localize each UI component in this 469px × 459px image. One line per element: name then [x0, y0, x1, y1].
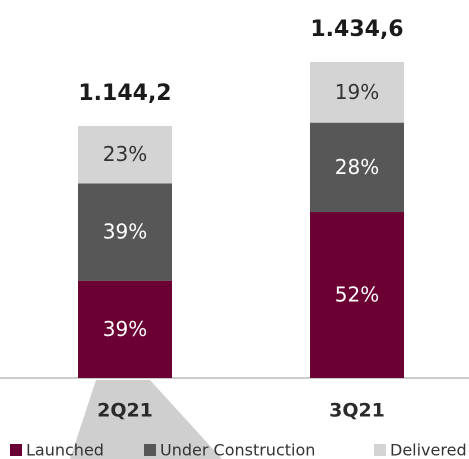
- legend-label: Under Construction: [160, 441, 315, 459]
- x-tick-label: 2Q21: [97, 400, 153, 422]
- segment-label: 28%: [335, 155, 379, 179]
- segment-label: 39%: [103, 220, 147, 244]
- legend-label: Delivered: [390, 441, 467, 459]
- bar-segment: [310, 212, 404, 378]
- bar-segment: [78, 183, 172, 281]
- bar-segment: [310, 62, 404, 123]
- bar-segment: [78, 280, 172, 378]
- bar-segment: [310, 122, 404, 213]
- legend-swatch: [10, 444, 22, 456]
- total-label: 1.144,2: [78, 81, 171, 106]
- segment-label: 39%: [103, 317, 147, 341]
- total-label: 1.434,6: [310, 17, 403, 42]
- selection-highlight: [70, 380, 222, 459]
- bar-segment: [78, 125, 172, 184]
- segment-label: 52%: [335, 283, 379, 307]
- legend-swatch: [374, 444, 386, 456]
- segment-label: 23%: [103, 142, 147, 166]
- x-tick-label: 3Q21: [329, 400, 385, 422]
- legend-swatch: [144, 444, 156, 456]
- segment-label: 19%: [335, 80, 379, 104]
- legend-label: Launched: [26, 441, 104, 459]
